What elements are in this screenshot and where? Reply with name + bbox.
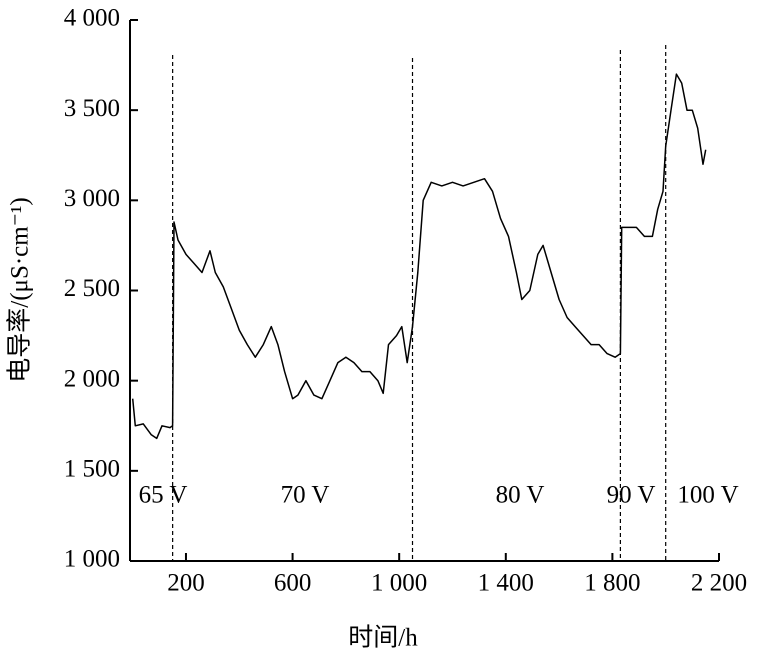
voltage-label: 80 V [496,482,545,509]
voltage-label: 65 V [139,482,188,509]
x-tick-label: 200 [167,570,205,597]
x-tick-label: 600 [274,570,312,597]
y-tick-label: 2 000 [64,365,120,392]
voltage-label: 90 V [607,482,656,509]
data-line [131,73,707,440]
y-tick-label: 1 500 [64,456,120,483]
x-tick-label: 1 400 [478,570,534,597]
voltage-label: 100 V [677,482,738,509]
y-tick-label: 1 000 [64,546,120,573]
x-tick-label: 2 200 [691,570,747,597]
x-axis-label: 时间/h [348,624,418,652]
y-tick-label: 2 500 [64,275,120,302]
y-axis-label: 电导率/(μS·cm⁻¹) [6,197,34,382]
y-tick-label: 3 500 [64,95,120,122]
y-tick-label: 4 000 [64,5,120,32]
voltage-label: 70 V [281,482,330,509]
y-tick-label: 3 000 [64,185,120,212]
x-tick-label: 1 000 [371,570,427,597]
x-tick-label: 1 800 [584,570,640,597]
